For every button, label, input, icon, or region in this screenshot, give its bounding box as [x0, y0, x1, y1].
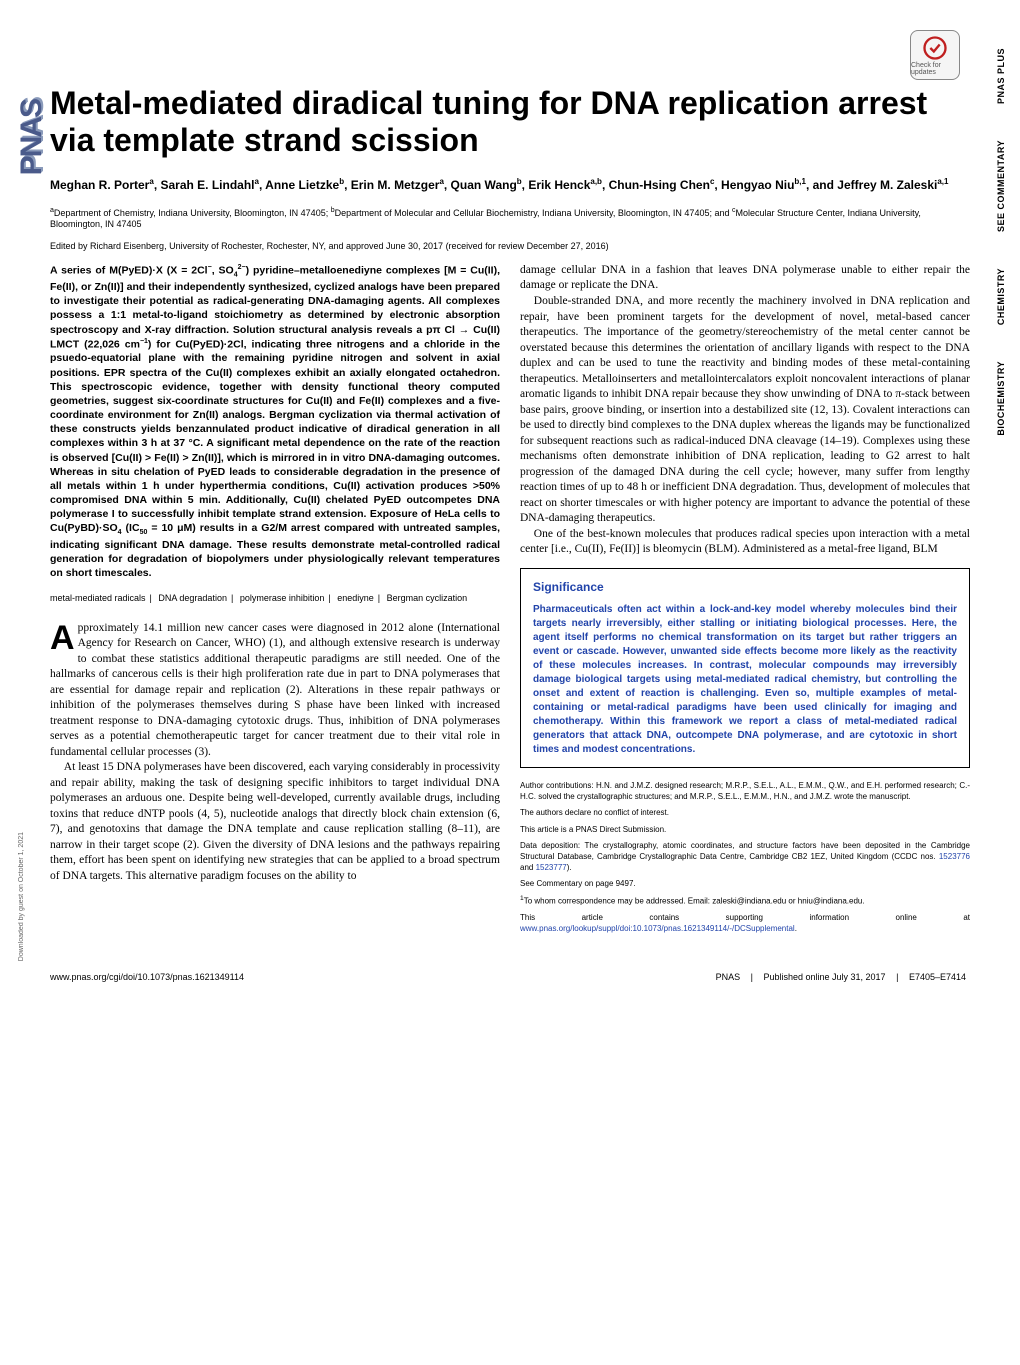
abstract: A series of M(PyED)·X (X = 2Cl−, SO42−) …	[50, 263, 500, 581]
body-paragraph-4: Double-stranded DNA, and more recently t…	[520, 294, 970, 527]
check-updates-label: Check for updates	[911, 62, 959, 76]
keyword-5: Bergman cyclization	[387, 593, 468, 603]
affiliations: aDepartment of Chemistry, Indiana Univer…	[50, 206, 970, 231]
download-note: Downloaded by guest on October 1, 2021	[18, 832, 25, 961]
footnote-supporting: This article contains supporting informa…	[520, 912, 970, 934]
significance-heading: Significance	[533, 579, 957, 595]
body-paragraph-5: One of the best-known molecules that pro…	[520, 527, 970, 558]
footer-citation: PNAS | Published online July 31, 2017 | …	[712, 972, 970, 982]
footer-pages: E7405–E7414	[909, 972, 966, 982]
two-column-layout: A series of M(PyED)·X (X = 2Cl−, SO42−) …	[50, 263, 970, 940]
authors-list: Meghan R. Portera, Sarah E. Lindahla, An…	[50, 177, 970, 192]
keyword-4: enediyne	[337, 593, 374, 603]
side-tab-chemistry: CHEMISTRY	[994, 260, 1008, 333]
significance-box: Significance Pharmaceuticals often act w…	[520, 568, 970, 768]
footnote-direct: This article is a PNAS Direct Submission…	[520, 824, 970, 835]
page-footer: www.pnas.org/cgi/doi/10.1073/pnas.162134…	[50, 964, 970, 982]
keyword-1: metal-mediated radicals	[50, 593, 146, 603]
footer-journal: PNAS	[716, 972, 741, 982]
footnotes: Author contributions: H.N. and J.M.Z. de…	[520, 780, 970, 935]
footnote-conflict: The authors declare no conflict of inter…	[520, 807, 970, 818]
footnote-deposition: Data deposition: The crystallography, at…	[520, 840, 970, 874]
keyword-2: DNA degradation	[158, 593, 227, 603]
right-column: damage cellular DNA in a fashion that le…	[520, 263, 970, 940]
footer-date: Published online July 31, 2017	[763, 972, 885, 982]
edited-by: Edited by Richard Eisenberg, University …	[50, 241, 970, 251]
body-paragraph-3: damage cellular DNA in a fashion that le…	[520, 263, 970, 294]
body-paragraph-2: At least 15 DNA polymerases have been di…	[50, 760, 500, 884]
article-title: Metal-mediated diradical tuning for DNA …	[50, 85, 970, 159]
side-tab-biochemistry: BIOCHEMISTRY	[994, 353, 1008, 444]
left-column: A series of M(PyED)·X (X = 2Cl−, SO42−) …	[50, 263, 500, 940]
keywords: metal-mediated radicals| DNA degradation…	[50, 592, 500, 604]
footnote-correspondence: 1To whom correspondence may be addressed…	[520, 894, 970, 907]
side-tab-pnas-plus: PNAS PLUS	[994, 40, 1008, 112]
check-updates-icon	[921, 34, 949, 62]
dropcap: A	[50, 621, 78, 652]
footnote-contributions: Author contributions: H.N. and J.M.Z. de…	[520, 780, 970, 802]
footnote-commentary: See Commentary on page 9497.	[520, 878, 970, 889]
pnas-logo: PNAS	[15, 100, 49, 175]
keyword-3: polymerase inhibition	[240, 593, 325, 603]
footer-doi: www.pnas.org/cgi/doi/10.1073/pnas.162134…	[50, 972, 244, 982]
body-paragraph-1: Approximately 14.1 million new cancer ca…	[50, 621, 500, 761]
check-updates-badge[interactable]: Check for updates	[910, 30, 960, 80]
side-tabs: PNAS PLUS SEE COMMENTARY CHEMISTRY BIOCH…	[994, 40, 1008, 444]
side-tab-commentary: SEE COMMENTARY	[994, 132, 1008, 240]
significance-text: Pharmaceuticals often act within a lock-…	[533, 603, 957, 757]
